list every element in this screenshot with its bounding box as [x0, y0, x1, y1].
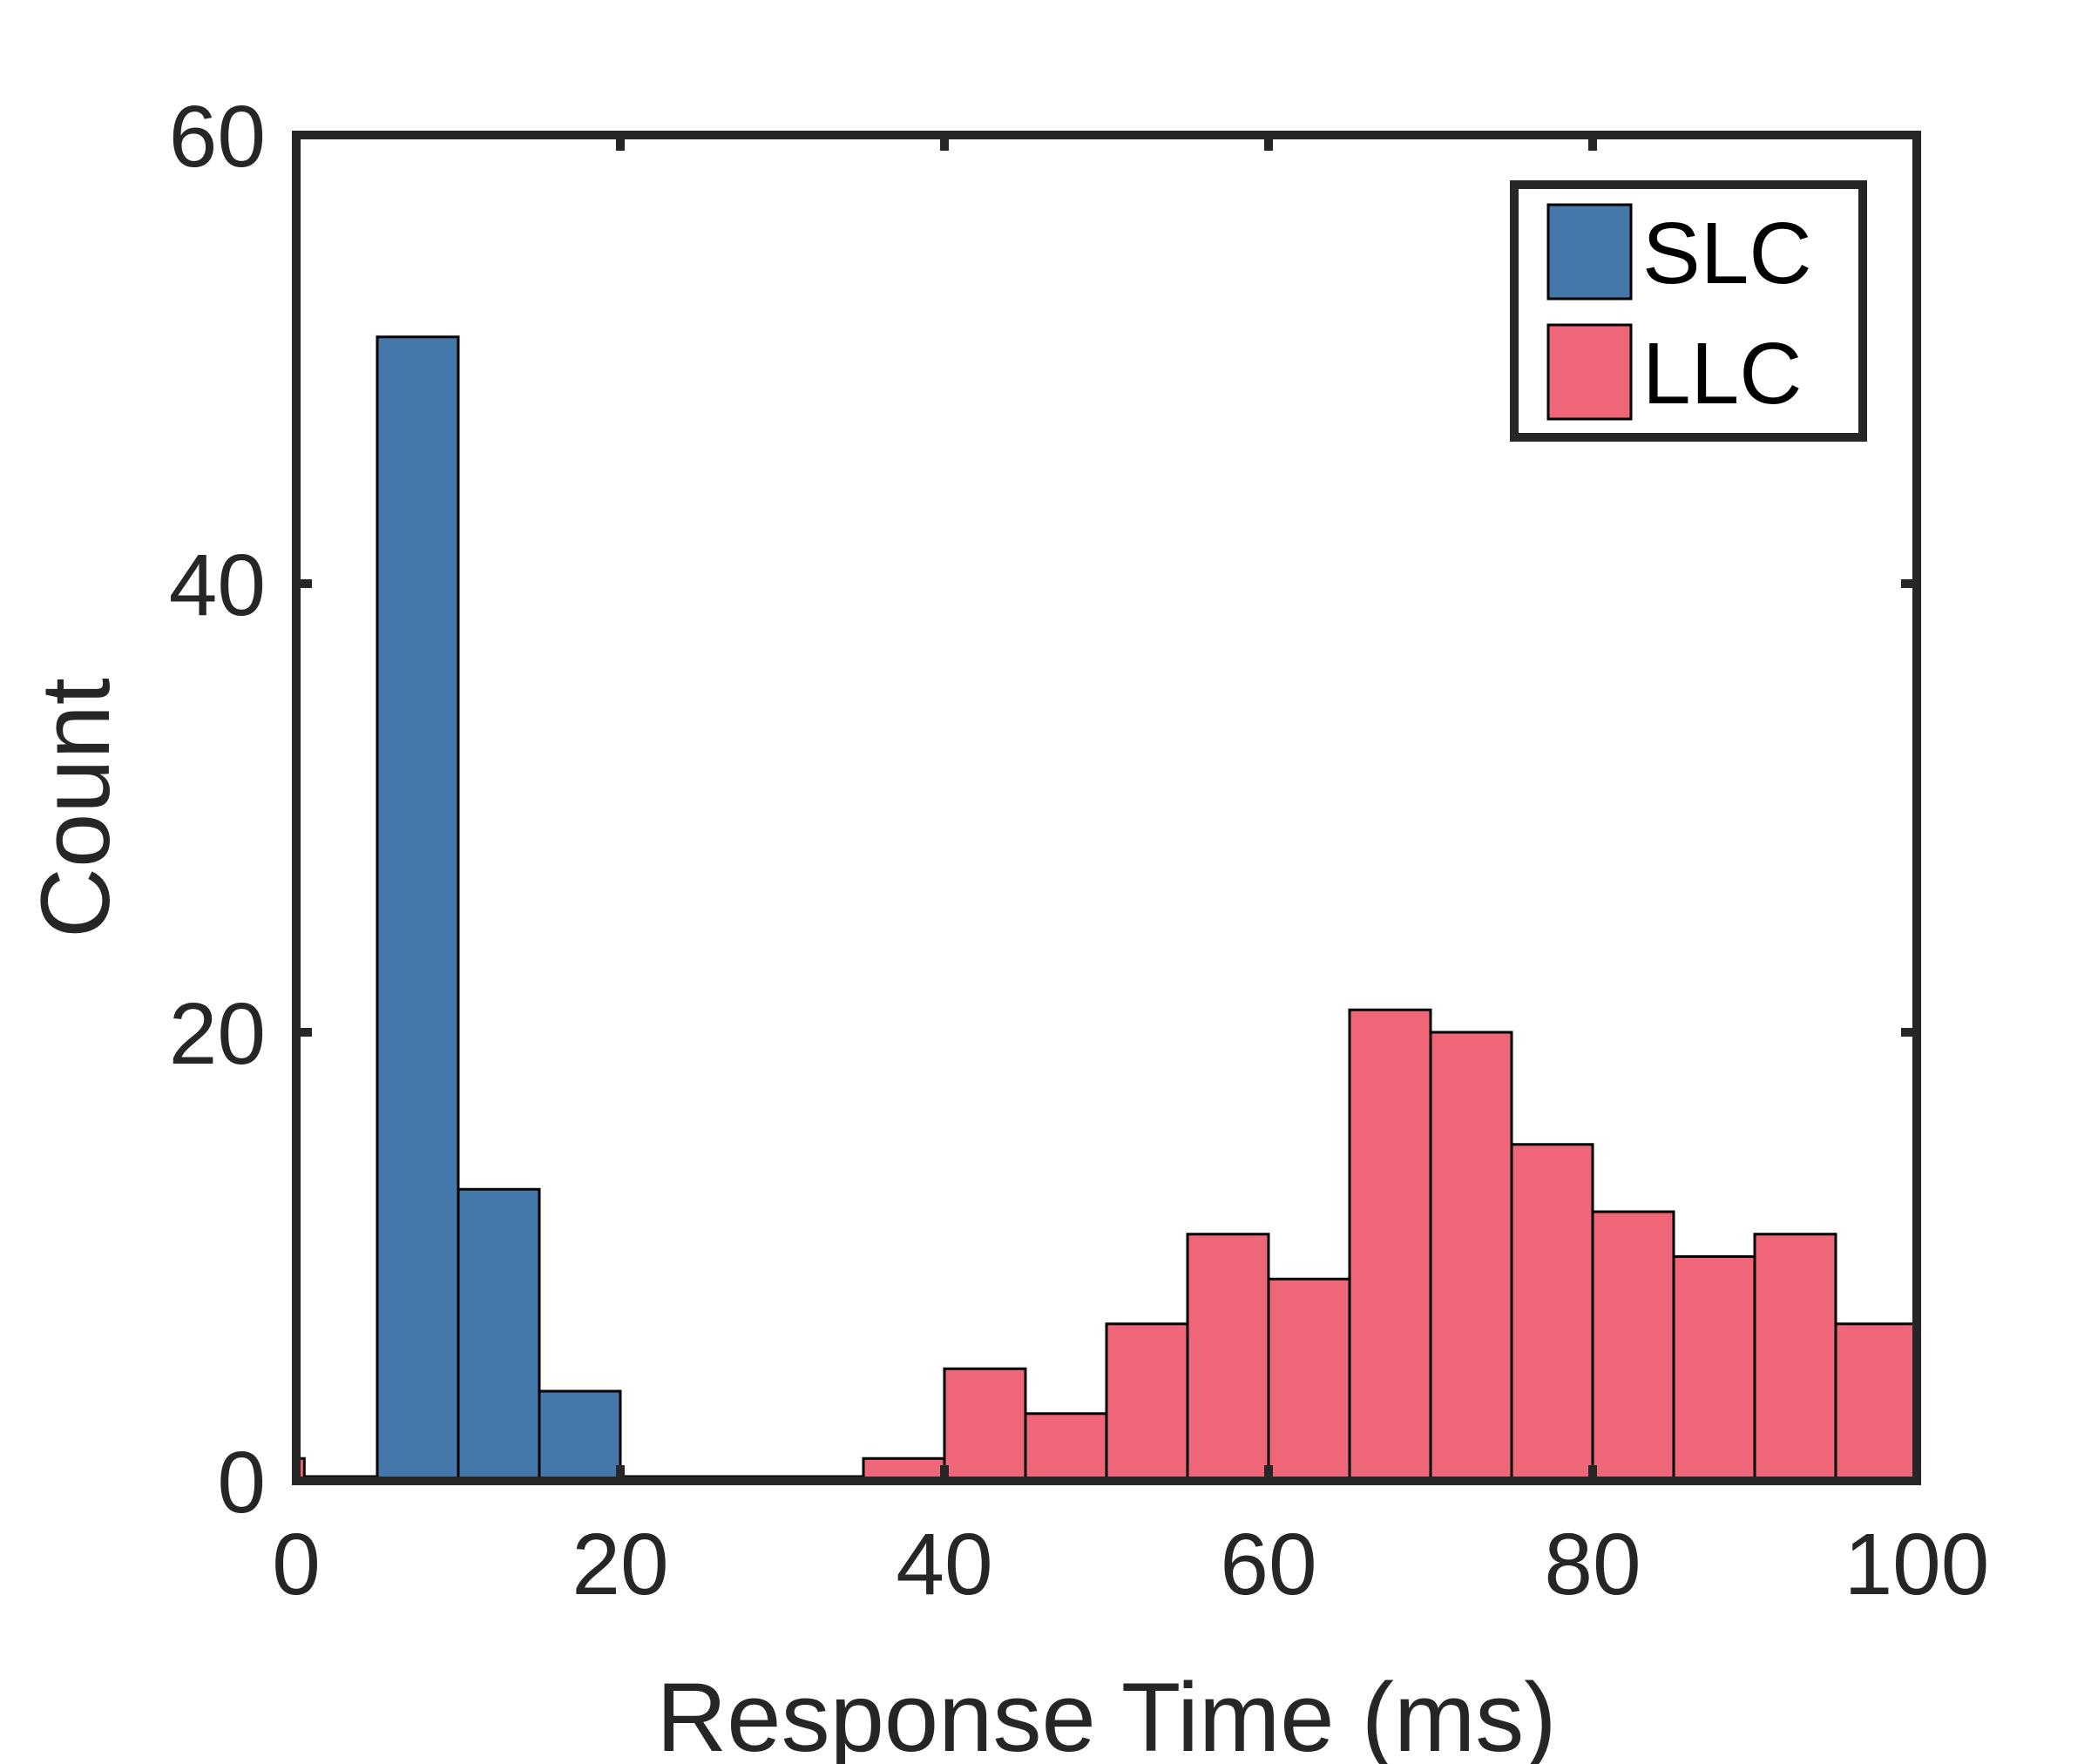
plot-frame — [292, 131, 1921, 1485]
y-tick-label-1: 20 — [169, 985, 266, 1083]
x-axis-label: Response Time (ms) — [656, 1663, 1556, 1764]
ticks-layer — [296, 135, 1917, 1481]
bar-llc-3 — [1024, 1412, 1108, 1483]
x-tick-label-4: 80 — [1544, 1516, 1641, 1613]
bar-slc-3 — [538, 1389, 622, 1483]
y-tick-label-0: 0 — [217, 1434, 266, 1531]
x-tick-label-5: 100 — [1844, 1516, 1990, 1613]
bar-llc-6 — [1267, 1277, 1351, 1483]
bar-llc-9 — [1510, 1143, 1594, 1483]
y-axis-label: Count — [21, 678, 130, 938]
bars-layer — [294, 335, 1918, 1483]
bar-llc-11 — [1672, 1255, 1756, 1483]
x-tick-label-2: 40 — [896, 1516, 992, 1613]
bar-llc-13 — [1834, 1322, 1918, 1483]
legend-swatch-slc — [1546, 203, 1633, 301]
bar-llc-12 — [1753, 1233, 1837, 1483]
legend-label-slc: SLC — [1642, 205, 1812, 302]
bar-llc-4 — [1105, 1322, 1189, 1483]
legend-label-llc: LLC — [1642, 325, 1802, 422]
tick-labels-layer: 0 20 40 60 80 100 0 20 40 60 — [169, 88, 1990, 1613]
legend-swatch-llc — [1546, 323, 1633, 421]
bar-llc-10 — [1591, 1210, 1675, 1483]
x-tick-label-3: 60 — [1220, 1516, 1316, 1613]
x-tick-label-1: 20 — [572, 1516, 668, 1613]
bar-llc-7 — [1348, 1008, 1432, 1483]
y-tick-label-2: 40 — [169, 537, 266, 634]
x-tick-label-0: 0 — [272, 1516, 321, 1613]
bar-slc-1 — [376, 335, 460, 1483]
bar-slc-2 — [457, 1187, 541, 1483]
bar-llc-8 — [1429, 1031, 1513, 1483]
legend: SLC LLC — [1510, 180, 1867, 442]
bar-llc-2 — [943, 1367, 1027, 1483]
bar-llc-5 — [1186, 1233, 1270, 1483]
y-tick-label-3: 60 — [169, 88, 266, 186]
